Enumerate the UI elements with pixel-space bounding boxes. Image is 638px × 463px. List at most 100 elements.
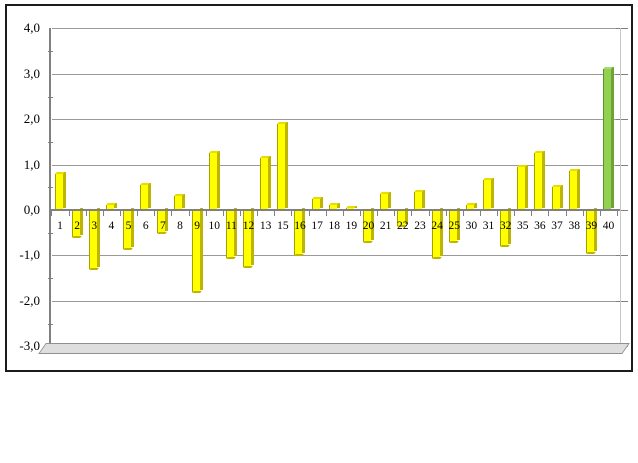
bar-side-3: [96, 208, 100, 268]
x-axis-tick: [599, 211, 601, 216]
x-axis-tick: [291, 211, 293, 216]
x-axis-tick-label: 20: [362, 220, 375, 232]
bar-8: [174, 196, 183, 210]
plot-right-wall: [620, 28, 621, 346]
x-axis-tick: [531, 211, 533, 216]
bar-cap-20: [363, 240, 373, 243]
bar-3: [88, 210, 97, 270]
bar-side-18: [336, 203, 340, 208]
bar-side-15: [285, 121, 289, 208]
bar-side-6: [148, 183, 152, 208]
bar-side-9: [199, 208, 203, 290]
x-axis-tick: [102, 211, 104, 216]
x-axis-tick: [222, 211, 224, 216]
bar-18: [328, 205, 337, 210]
x-axis-tick-label: 23: [414, 220, 426, 232]
bar-32: [500, 210, 509, 247]
x-axis-tick: [445, 211, 447, 216]
y-axis-tick-label: 3,0: [23, 65, 40, 81]
x-axis-tick-label: 35: [517, 220, 529, 232]
x-axis-tick: [411, 211, 413, 216]
bar-side-35: [525, 164, 529, 208]
bar-side-38: [576, 169, 580, 208]
bar-side-30: [473, 203, 477, 208]
y-axis-tick-label: 2,0: [23, 111, 40, 127]
x-axis-tick-label: 16: [294, 220, 306, 232]
bar-1: [54, 173, 63, 210]
bar-31: [483, 180, 491, 210]
x-axis-tick: [188, 211, 190, 216]
x-axis-tick-label: 2: [74, 220, 80, 232]
bar-9: [191, 210, 200, 292]
x-axis-tick: [325, 211, 327, 216]
x-axis-tick: [359, 211, 361, 216]
bar-5: [123, 210, 132, 249]
right-tick: [616, 28, 628, 30]
bar-2: [71, 210, 80, 238]
x-axis-tick-label: 4: [108, 220, 115, 232]
bar-side-5: [131, 208, 135, 247]
bar-38: [568, 171, 577, 210]
x-axis-tick-label: 15: [277, 220, 289, 232]
bar-23: [414, 191, 423, 210]
x-axis-tick-label: 11: [225, 220, 237, 232]
bar-side-13: [268, 155, 272, 208]
bar-cap-17: [311, 196, 322, 199]
floor-strip: [38, 343, 630, 354]
right-tick: [616, 255, 628, 257]
x-axis-tick: [51, 211, 53, 216]
x-axis-tick: [497, 211, 499, 216]
x-axis-tick: [308, 211, 310, 216]
x-axis-tick-label: 9: [194, 220, 200, 232]
gridline--2,0: [52, 300, 620, 302]
bar-cap-1: [54, 171, 65, 174]
bar-36: [534, 153, 543, 210]
x-axis-tick: [394, 211, 396, 216]
bar-17: [311, 198, 320, 210]
bar-side-21: [388, 192, 392, 208]
x-axis-tick-label: 3: [91, 220, 98, 232]
x-axis-tick-label: 21: [379, 220, 392, 232]
x-axis-tick-label: 38: [568, 220, 580, 232]
x-axis-tick-label: 17: [311, 220, 323, 232]
bar-cap-5: [123, 247, 133, 250]
bar-side-31: [491, 178, 494, 208]
bar-side-40: [610, 67, 614, 208]
bar-22: [397, 210, 406, 226]
x-axis-tick: [514, 211, 516, 216]
bar-40: [602, 69, 611, 210]
bar-cap-13: [260, 155, 271, 158]
y-axis-tick-label: -2,0: [19, 292, 40, 308]
bar-side-32: [508, 208, 512, 245]
bar-12: [243, 210, 252, 267]
x-axis-tick-label: 5: [125, 220, 132, 232]
x-axis-tick-label: 32: [499, 220, 512, 232]
right-tick: [616, 73, 628, 75]
x-axis-tick: [377, 211, 379, 216]
x-axis-tick: [257, 211, 259, 216]
bar-21: [380, 194, 389, 210]
bar-39: [585, 210, 594, 254]
x-axis-tick: [342, 211, 344, 216]
bar-15: [277, 123, 286, 210]
bar-side-36: [542, 151, 546, 208]
x-axis-tick: [479, 211, 481, 216]
gridline-1,0: [52, 164, 620, 166]
bar-side-22: [405, 208, 409, 224]
y-axis-tick-label: 4,0: [23, 20, 40, 36]
bar-side-7: [165, 208, 169, 231]
x-axis-tick: [462, 211, 464, 216]
bar-side-2: [79, 208, 83, 236]
x-axis-tick: [582, 211, 584, 216]
x-axis-tick-label: 37: [551, 220, 563, 232]
x-axis-tick-label: 6: [142, 220, 149, 232]
x-axis-tick-label: 10: [208, 220, 221, 232]
bar-13: [260, 157, 269, 210]
y-axis-line: [49, 28, 51, 353]
bar-side-4: [113, 203, 117, 208]
bar-cap-25: [448, 240, 459, 243]
x-axis-tick: [565, 211, 567, 216]
bar-19: [345, 207, 354, 210]
bar-side-1: [62, 171, 66, 208]
